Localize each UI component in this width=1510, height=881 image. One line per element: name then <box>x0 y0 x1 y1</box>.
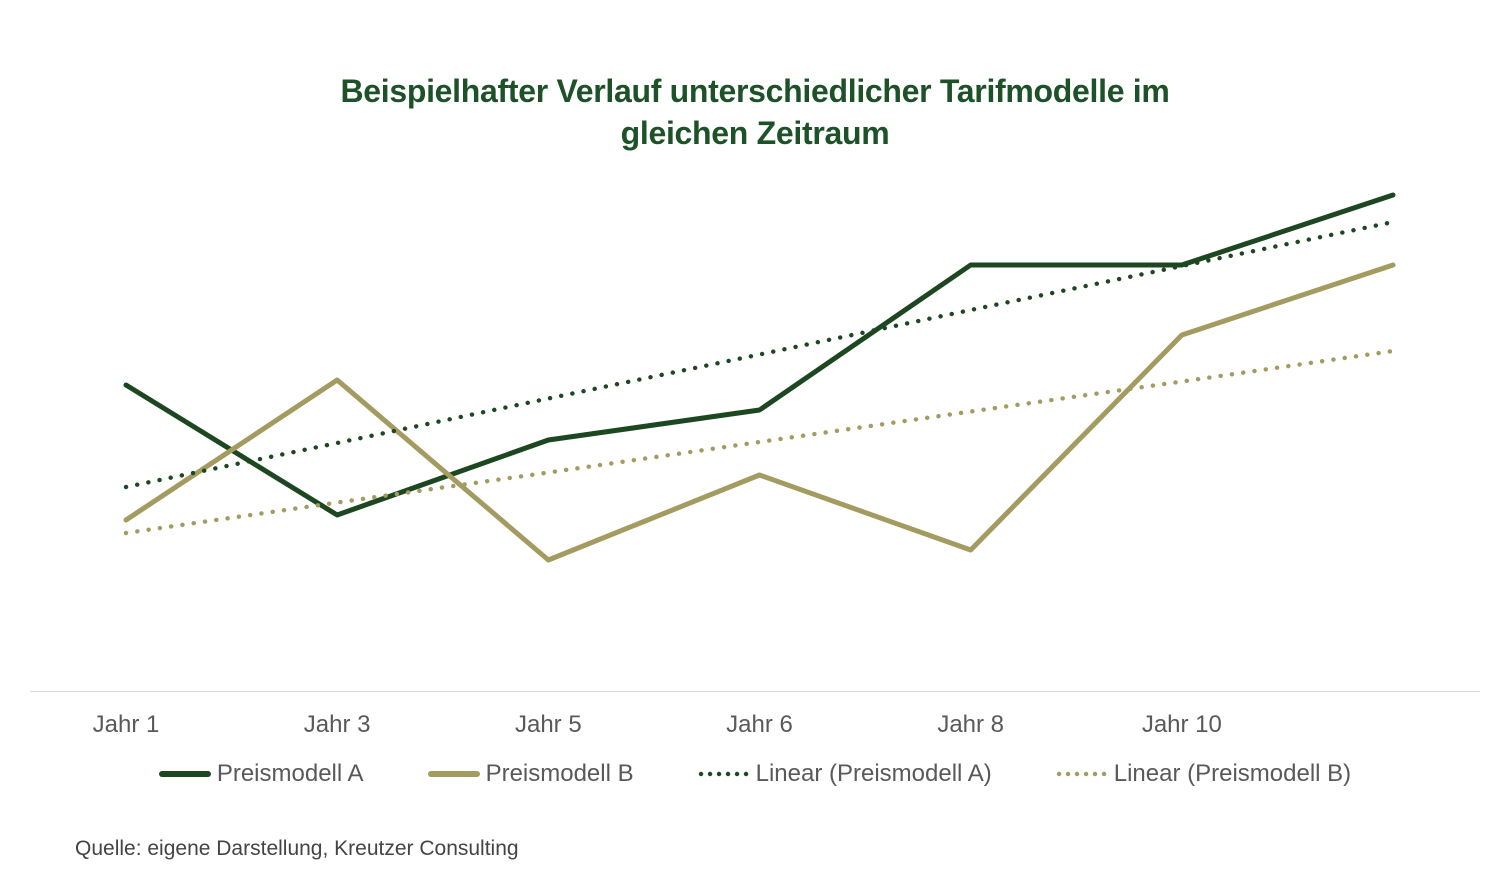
dotted-line-swatch-icon <box>698 771 749 777</box>
legend-item-linear-preismodell-b-[interactable]: Linear (Preismodell B) <box>1056 760 1351 788</box>
series-line-linear-preismodell-b- <box>123 348 1396 536</box>
dotted-line-swatch-icon <box>1056 771 1107 777</box>
series-line-preismodell-a <box>123 192 1396 518</box>
x-axis-label: Jahr 6 <box>726 711 793 738</box>
x-axis-label: Jahr 1 <box>92 711 160 738</box>
chart-title-line-2: gleichen Zeitraum <box>620 115 890 151</box>
legend-label: Linear (Preismodell B) <box>1113 760 1352 787</box>
legend: Preismodell A Preismodell B Linear (Preism… <box>0 760 1510 788</box>
series-line-linear-preismodell-a- <box>123 219 1396 490</box>
legend-label: Linear (Preismodell A) <box>755 760 992 787</box>
solid-line-swatch-icon <box>427 771 480 777</box>
chart-title: Beispielhafter Verlauf unterschiedlicher… <box>0 70 1510 154</box>
legend-item-preismodell-b[interactable]: Preismodell B <box>427 760 634 788</box>
legend-item-preismodell-a[interactable]: Preismodell A <box>158 760 364 788</box>
x-axis-label: Jahr 10 <box>1141 711 1222 738</box>
solid-line-swatch-icon <box>158 771 211 777</box>
legend-item-linear-preismodell-a-[interactable]: Linear (Preismodell A) <box>698 760 992 788</box>
x-axis-label: Jahr 8 <box>937 711 1005 738</box>
legend-label: Preismodell A <box>216 760 364 787</box>
legend-label: Preismodell B <box>485 760 634 787</box>
x-axis-line <box>30 691 1480 692</box>
x-axis-label: Jahr 3 <box>303 711 371 738</box>
source-note: Quelle: eigene Darstellung, Kreutzer Con… <box>75 837 519 860</box>
series-line-preismodell-b <box>123 262 1396 563</box>
chart-title-line-1: Beispielhafter Verlauf unterschiedlicher… <box>340 73 1170 109</box>
x-axis-label: Jahr 5 <box>514 711 582 738</box>
